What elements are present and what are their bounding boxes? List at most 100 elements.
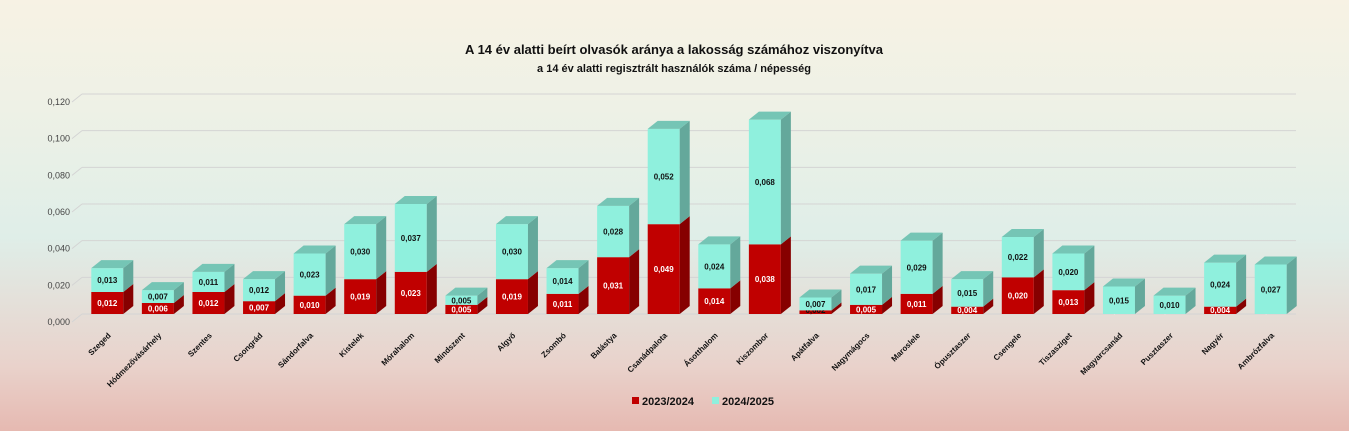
bar-side — [527, 216, 538, 280]
gridline-depth — [71, 276, 83, 286]
y-tick-label: 0,020 — [47, 280, 70, 290]
bar-side — [882, 296, 893, 314]
chart-title: A 14 év alatti beírt olvasók aránya a la… — [465, 42, 884, 57]
bar-front — [1204, 262, 1237, 307]
bar-segment: 0,023 — [293, 245, 336, 296]
bar-side — [376, 271, 387, 314]
data-label: 0,024 — [1210, 281, 1231, 290]
bar-top — [1153, 287, 1196, 296]
x-category-label: Magyarcsanád — [1079, 331, 1125, 377]
bar-segment: 0,014 — [546, 260, 589, 294]
bar-segment: 0,015 — [951, 271, 994, 307]
bar-front — [243, 279, 276, 302]
y-tick-label: 0,080 — [47, 170, 70, 180]
bar-side — [629, 197, 640, 258]
data-label: 0,038 — [755, 275, 776, 284]
bar-side — [275, 293, 286, 314]
data-label: 0,012 — [97, 299, 118, 308]
bar-segment: 0,012 — [243, 271, 286, 302]
bar-front — [951, 306, 984, 314]
x-category-label: Balástya — [589, 331, 619, 361]
data-label: 0,007 — [249, 304, 270, 313]
x-category-label: Mórahalom — [380, 331, 417, 368]
data-label: 0,017 — [856, 285, 877, 294]
data-label: 0,020 — [1058, 268, 1079, 277]
x-category-label: Kistelek — [338, 331, 366, 359]
bar-segment: 0,031 — [597, 249, 640, 314]
bar-segment: 0,024 — [1204, 254, 1247, 307]
bar-front — [850, 304, 883, 314]
bar-front — [495, 279, 528, 314]
data-label: 0,013 — [97, 276, 118, 285]
bar-segment: 0,028 — [597, 197, 640, 258]
data-label: 0,052 — [654, 173, 675, 182]
bar-segment: 0,037 — [394, 196, 437, 272]
y-tick-label: 0,060 — [47, 207, 70, 217]
bar-side — [932, 285, 943, 314]
bar-top — [243, 271, 286, 280]
x-category-label: Sándorfalva — [276, 331, 315, 370]
y-axis: 0,000 0,020 0,040 0,060 0,080 0,100 0,120 — [47, 97, 70, 327]
bar-side — [1084, 282, 1095, 314]
bar-side — [1084, 245, 1095, 291]
legend: 2023/2024 2024/2025 — [632, 396, 774, 408]
bar-top — [91, 260, 134, 269]
bar-side — [578, 260, 589, 294]
x-category-label: Zsombó — [540, 331, 568, 359]
data-label: 0,015 — [1109, 296, 1130, 305]
data-label: 0,024 — [704, 262, 725, 271]
data-label: 0,027 — [1261, 285, 1282, 294]
x-category-label: Ambrózfalva — [1236, 331, 1277, 372]
bar-top — [900, 232, 943, 241]
bar-front — [546, 293, 579, 314]
bar-segment: 0,019 — [344, 271, 387, 314]
bar-segment: 0,029 — [900, 232, 943, 294]
legend-swatch — [712, 397, 719, 404]
gridline-depth — [71, 240, 83, 250]
bar-side — [477, 296, 488, 314]
bar-segment: 0,024 — [698, 236, 741, 289]
bar-front — [546, 268, 579, 294]
x-category-label: Algyő — [495, 331, 517, 353]
bar-side — [477, 287, 488, 305]
bar-side — [173, 282, 184, 303]
data-label: 0,023 — [300, 271, 321, 280]
bar-front — [141, 290, 174, 303]
bar-front — [293, 295, 326, 314]
bar-segment: 0,038 — [748, 236, 791, 314]
data-label: 0,012 — [198, 299, 219, 308]
data-label: 0,028 — [603, 228, 624, 237]
bar-side — [1033, 269, 1044, 314]
bar-top — [192, 263, 235, 272]
bar-side — [1134, 278, 1145, 314]
bar-front — [1204, 306, 1237, 314]
x-category-label: Pusztaszer — [1139, 331, 1175, 367]
legend-label: 2023/2024 — [642, 396, 695, 408]
bar-segment: 0,007 — [799, 289, 842, 311]
bar-top — [445, 287, 488, 296]
bar-front — [1001, 237, 1034, 278]
bar-segment: 0,007 — [141, 282, 184, 303]
gridline-depth — [71, 203, 83, 213]
y-tick-label: 0,100 — [47, 134, 70, 144]
bar-front — [900, 240, 933, 294]
bar-front — [344, 279, 377, 314]
data-label: 0,005 — [451, 305, 472, 314]
bar-segment: 0,007 — [243, 293, 286, 314]
bar-top — [141, 282, 184, 291]
bar-top — [799, 289, 842, 298]
x-category-label: Csengele — [992, 331, 1024, 363]
bar-front — [597, 257, 630, 314]
data-label: 0,030 — [350, 248, 371, 257]
bar-side — [1236, 254, 1247, 307]
bar-segment: 0,027 — [1254, 256, 1297, 314]
data-label: 0,014 — [704, 297, 725, 306]
bar-side — [629, 249, 640, 314]
legend-item: 2024/2025 — [712, 396, 774, 408]
bar-side — [527, 271, 538, 314]
bar-side — [882, 265, 893, 305]
bar-front — [445, 304, 478, 314]
bar-front — [900, 293, 933, 314]
data-label: 0,012 — [249, 286, 270, 295]
